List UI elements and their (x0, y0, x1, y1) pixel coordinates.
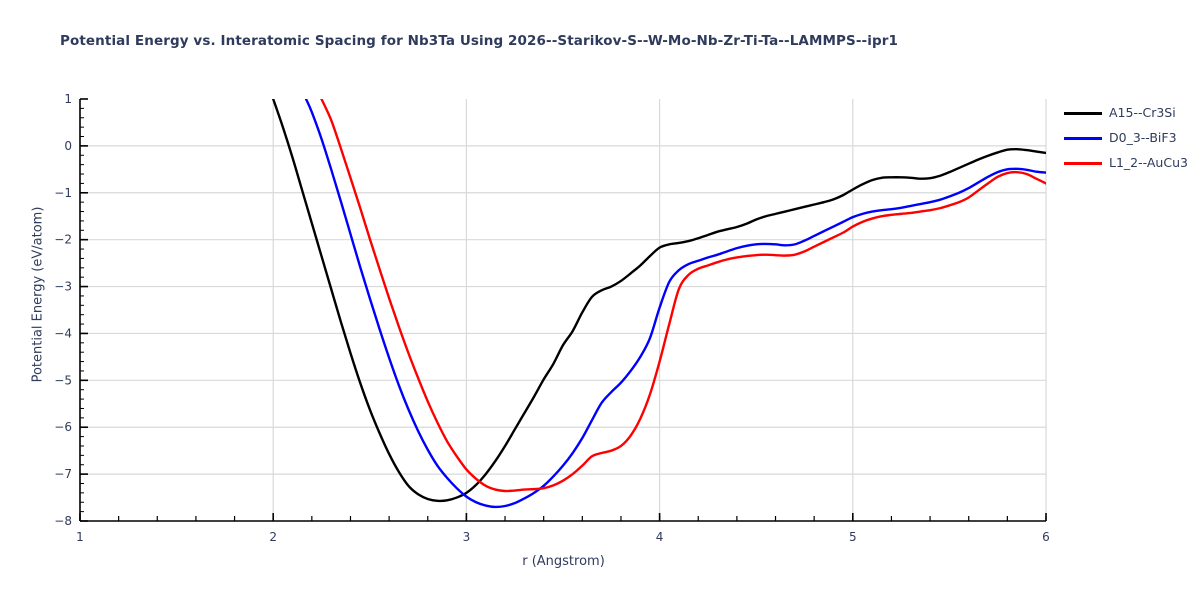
legend-label-l1-2-aucu3: L1_2--AuCu3 (1109, 155, 1188, 171)
svg-text:−7: −7 (54, 467, 72, 481)
svg-text:0: 0 (64, 139, 72, 153)
legend-swatch-a15-cr3si (1064, 112, 1102, 115)
svg-text:2: 2 (269, 530, 277, 544)
svg-text:1: 1 (76, 530, 84, 544)
svg-text:−3: −3 (54, 280, 72, 294)
minor-tick-marks (79, 98, 1047, 522)
major-tick-marks (79, 98, 1047, 522)
chart-title: Potential Energy vs. Interatomic Spacing… (60, 33, 898, 49)
legend-swatch-d0-3-bif3 (1064, 137, 1102, 140)
legend-entry-0[interactable]: A15--Cr3Si (1064, 105, 1188, 122)
series-line-a15-cr3si (272, 99, 1046, 503)
svg-text:−1: −1 (54, 186, 72, 200)
svg-text:1: 1 (64, 92, 72, 106)
legend-entry-2[interactable]: L1_2--AuCu3 (1064, 155, 1188, 172)
svg-text:−8: −8 (54, 514, 72, 528)
svg-text:−5: −5 (54, 373, 72, 387)
svg-text:−2: −2 (54, 233, 72, 247)
legend-swatch-l1-2-aucu3 (1064, 162, 1102, 165)
x-axis-label: r (Angstrom) (522, 554, 605, 569)
gridlines (80, 99, 1047, 521)
data-series-group (272, 99, 1046, 509)
svg-text:−4: −4 (54, 326, 72, 340)
legend-label-a15-cr3si: A15--Cr3Si (1109, 105, 1176, 121)
svg-text:5: 5 (849, 530, 857, 544)
y-axis-label: Potential Energy (eV/atom) (30, 206, 46, 383)
legend-label-d0-3-bif3: D0_3--BiF3 (1109, 130, 1177, 146)
svg-text:6: 6 (1042, 530, 1050, 544)
legend-entry-1[interactable]: D0_3--BiF3 (1064, 130, 1188, 147)
series-line-d0-3-bif3 (304, 99, 1046, 509)
svg-text:3: 3 (463, 530, 471, 544)
tick-labels: 1 2 3 4 5 6 1 0 −1 −2 −3 −4 −5 −6 −7 −8 (54, 92, 1050, 544)
svg-text:4: 4 (656, 530, 664, 544)
series-line-l1-2-aucu3 (320, 99, 1046, 493)
svg-text:−6: −6 (54, 420, 72, 434)
legend: A15--Cr3Si D0_3--BiF3 L1_2--AuCu3 (1064, 105, 1188, 172)
